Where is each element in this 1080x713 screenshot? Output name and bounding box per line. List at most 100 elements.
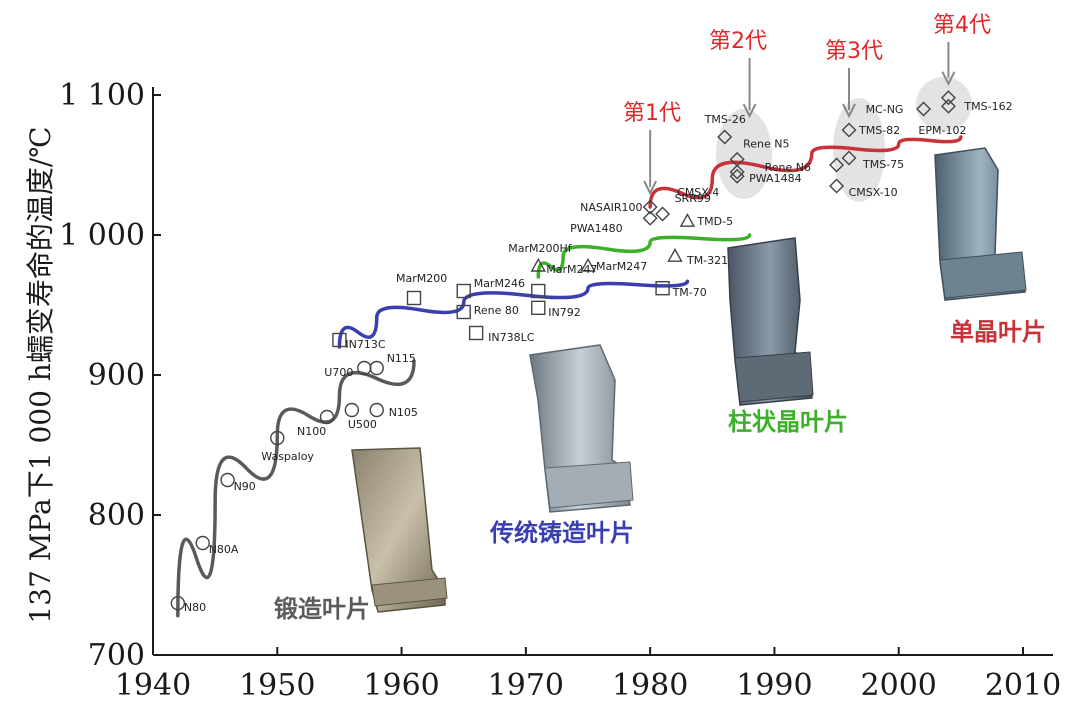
point-in738lc-label: IN738LC	[488, 331, 535, 344]
x-tick-label: 1950	[239, 668, 315, 703]
x-tick-label: 2000	[861, 668, 937, 703]
point-rene-n6-marker	[829, 157, 845, 173]
x-tick-label: 1980	[612, 668, 688, 703]
point-marm200-label: MarM200	[396, 272, 447, 285]
point-n80a-marker	[195, 535, 210, 551]
y-tick-label: 900	[88, 358, 145, 393]
x-tick-label: 2010	[985, 668, 1061, 703]
point-rene-n6-label: Rene N6	[765, 161, 811, 174]
point-cmsx-10-marker	[829, 178, 845, 194]
trend-line-series-3	[648, 135, 963, 209]
point-tms-162-label: TMS-162	[963, 100, 1012, 113]
trend-line-series-1	[337, 279, 690, 349]
point-tmd-5-label: TMD-5	[696, 215, 733, 228]
point-in792-marker	[531, 300, 546, 315]
point-n105-label: N105	[389, 406, 418, 419]
point-pwa1484-marker	[729, 164, 745, 180]
point-u700-label: U700	[324, 366, 353, 379]
point-pwa1480-label: PWA1480	[570, 222, 622, 235]
point-srr99-label: SRR99	[675, 192, 711, 205]
generation-arrowhead-2	[742, 103, 757, 119]
point-marm247-label: MarM247	[596, 260, 647, 273]
point-tms-26-label: TMS-26	[704, 113, 746, 126]
point-n80a-label: N80A	[209, 543, 239, 556]
directional-blade-illustration	[727, 237, 814, 406]
point-tms-162-marker	[940, 90, 956, 106]
y-tick-label: 1 000	[59, 218, 145, 253]
point-marm247-marker	[531, 283, 546, 299]
point-u500-marker	[344, 402, 360, 418]
point-marm200hf-label: MarM200Hf	[508, 242, 573, 255]
cast-blade-illustration	[529, 344, 634, 513]
point-marm247-marker	[580, 257, 596, 272]
point-n100-marker	[319, 409, 335, 425]
point-pwa1484-label: PWA1484	[749, 172, 801, 185]
point-tmd-5-marker	[679, 213, 696, 227]
trend-line-series-0	[176, 359, 416, 618]
point-n80-label: N80	[184, 601, 206, 614]
y-tick-label: 1 100	[59, 78, 145, 113]
point-in713c-marker	[332, 332, 347, 348]
generation-arrowhead-1	[643, 180, 658, 196]
point-cmsx-4-label: CMSX-4	[677, 186, 719, 199]
point-tms-26-marker	[717, 129, 733, 145]
generation-label-1: 第1代	[623, 101, 681, 126]
point-in792-label: IN792	[548, 306, 580, 319]
trend-line-series-2	[536, 233, 752, 279]
point-n115-label: N115	[387, 352, 416, 365]
point-epm-102-label: EPM-102	[918, 124, 966, 137]
point-marm246-marker	[456, 283, 471, 299]
y-axis-label: 137 MPa下1 000 h蠕变寿命的温度/℃	[24, 126, 57, 623]
x-tick-label: 1990	[736, 668, 812, 703]
generation-label-3: 第3代	[825, 39, 883, 64]
point-rene-80-marker	[456, 304, 471, 320]
point-n105-marker	[369, 402, 384, 418]
point-in738lc-marker	[468, 325, 484, 341]
point-nasair100-marker	[642, 199, 658, 215]
point-marm246-label: MarM246	[474, 277, 525, 290]
point-n115-marker	[369, 360, 384, 376]
point-srr99-marker	[655, 206, 671, 222]
point-tm-70-label: TM-70	[672, 286, 707, 299]
point-marm247-label: MarM247	[546, 263, 597, 276]
point-pwa1480-marker	[642, 210, 658, 226]
category-label-1: 锻造叶片	[274, 595, 370, 623]
point-cmsx-10-label: CMSX-10	[849, 186, 898, 199]
point-rene-n5-label: Rene N5	[743, 137, 789, 150]
generation-arrows	[643, 42, 956, 196]
annotation-labels: N80 N80A N90 Waspaloy N100 U500 U700 N115 N105 IN…	[184, 13, 1046, 623]
category-label-3: 柱状晶叶片	[728, 408, 848, 436]
generation-arrowhead-3	[842, 103, 856, 119]
point-nasair100-label: NASAIR100	[580, 201, 642, 214]
point-tm-321-label: TM-321	[686, 254, 728, 267]
generation-arrowhead-4	[941, 71, 956, 87]
data-points	[170, 90, 956, 611]
point-n80-marker	[170, 596, 186, 611]
point-rene-80-label: Rene 80	[474, 304, 519, 317]
point-n90-label: N90	[234, 480, 256, 493]
axes: 1940 1950 1960 1970 1980 1990 2000 2010 700 800 90…	[24, 78, 1061, 703]
point-in713c-label: IN713C	[345, 338, 385, 351]
x-tick-label: 1960	[363, 668, 439, 703]
category-label-2: 传统铸造叶片	[489, 519, 634, 547]
generation-label-4: 第4代	[933, 13, 991, 38]
point-waspaloy-label: Waspaloy	[261, 450, 314, 463]
x-tick-label: 1940	[115, 668, 191, 703]
point-tms-75-label: TMS-75	[862, 158, 904, 171]
category-label-4: 单晶叶片	[950, 318, 1046, 346]
point-n90-marker	[220, 472, 235, 488]
point-mc-ng-marker	[916, 101, 932, 117]
single-crystal-blade-illustration	[934, 147, 1027, 301]
trend-lines	[176, 135, 963, 618]
point-tm-321-marker	[667, 248, 683, 262]
y-tick-label: 700	[88, 638, 145, 673]
x-tick-label: 1970	[488, 668, 564, 703]
point-epm-102-marker	[940, 98, 956, 114]
point-marm200-marker	[406, 290, 422, 306]
point-tms-82-label: TMS-82	[858, 124, 900, 137]
generation-label-2: 第2代	[709, 29, 767, 54]
point-waspaloy-marker	[270, 430, 285, 446]
forged-blade-illustration	[351, 447, 448, 613]
point-tms-75-marker	[841, 150, 857, 166]
